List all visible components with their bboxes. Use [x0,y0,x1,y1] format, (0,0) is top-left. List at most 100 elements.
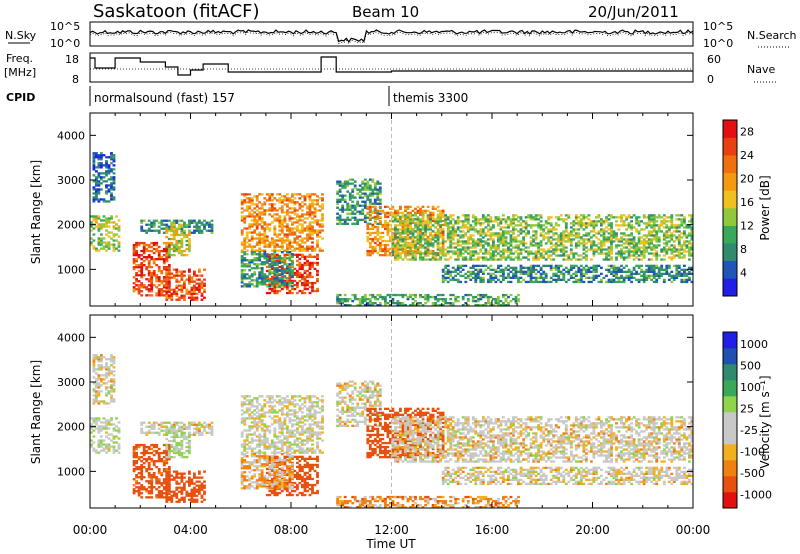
power-cell [263,239,267,242]
power-cell [278,217,282,220]
power-cell [243,247,247,250]
power-cell [677,270,681,273]
power-cell [198,221,201,224]
power-cell [296,193,299,196]
power-cell [690,248,694,251]
power-cell [685,226,689,229]
power-cell [600,222,603,225]
power-cell [637,216,641,219]
power-cell [265,259,269,262]
power-cell [384,239,387,243]
power-cell [286,283,289,286]
power-cell [278,221,282,224]
power-cell [645,236,649,239]
power-cell [497,238,500,241]
power-cell [283,283,287,286]
power-cell [675,264,679,267]
power-cell [504,293,508,297]
power-cell [147,249,151,253]
power-cell [416,228,420,231]
power-cell [291,265,294,268]
velocity-cell [97,429,101,432]
power-cell [283,249,287,252]
power-cell [451,278,455,281]
power-cell [507,272,510,275]
power-cell [615,256,618,259]
power-cell [404,242,407,245]
power-cell [117,241,121,244]
power-cell [373,217,377,221]
power-cell [454,222,458,225]
power-cell [497,302,500,305]
power-cell [499,228,503,231]
power-cell [557,268,561,271]
power-cell [306,225,309,228]
power-cell [441,231,445,235]
power-cell [112,233,116,236]
power-cell [253,263,257,266]
power-cell [316,199,319,202]
power-cell [92,196,96,199]
power-cell [316,229,319,232]
power-cell [273,245,277,248]
power-cell [562,230,566,233]
power-cell [562,268,566,271]
power-cell [549,228,553,231]
power-cell [514,300,518,303]
power-cell [145,286,149,289]
power-cell [318,223,322,226]
power-cell [298,215,302,218]
power-cell [600,220,603,223]
velocity-cell [92,394,96,397]
power-cell [384,225,387,229]
power-cell [273,289,277,293]
power-cell [291,253,294,256]
power-cell [444,248,448,251]
power-cell [198,270,201,273]
power-cell [479,232,483,235]
power-cell [165,286,169,289]
power-cell [107,219,111,222]
power-cell [539,228,543,231]
power-cell [157,268,161,271]
power-cell [509,293,513,297]
power-cell [547,218,551,221]
power-cell [479,222,483,225]
power-cell [466,216,470,219]
power-cell [592,266,596,269]
power-cell [165,249,169,253]
power-cell [175,231,179,235]
power-cell [384,254,387,257]
power-cell [426,244,430,247]
power-cell [446,264,450,267]
power-cell [559,248,563,251]
power-cell [95,190,98,193]
power-cell [567,216,571,219]
power-cell [416,302,420,305]
power-cell [592,252,596,255]
power-cell [358,188,362,191]
power-cell [487,238,490,241]
velocity-cell [90,431,93,434]
power-cell [617,280,621,284]
power-cell [399,248,402,251]
power-cell [605,230,608,233]
power-cell [559,278,563,281]
power-cell [620,244,623,247]
power-cell [406,244,410,247]
power-cell [504,298,508,301]
velocity-cell [95,368,98,371]
power-cell [657,276,661,279]
power-cell [263,237,267,240]
power-cell [574,280,578,284]
power-cell [263,201,267,204]
power-cell [494,276,498,279]
power-cell [268,263,272,266]
power-cell [240,281,244,284]
power-cell [286,279,289,283]
power-cell [419,231,422,235]
power-cell [549,250,553,253]
power-cell [268,207,272,210]
power-cell [461,230,465,233]
power-cell [273,277,277,280]
